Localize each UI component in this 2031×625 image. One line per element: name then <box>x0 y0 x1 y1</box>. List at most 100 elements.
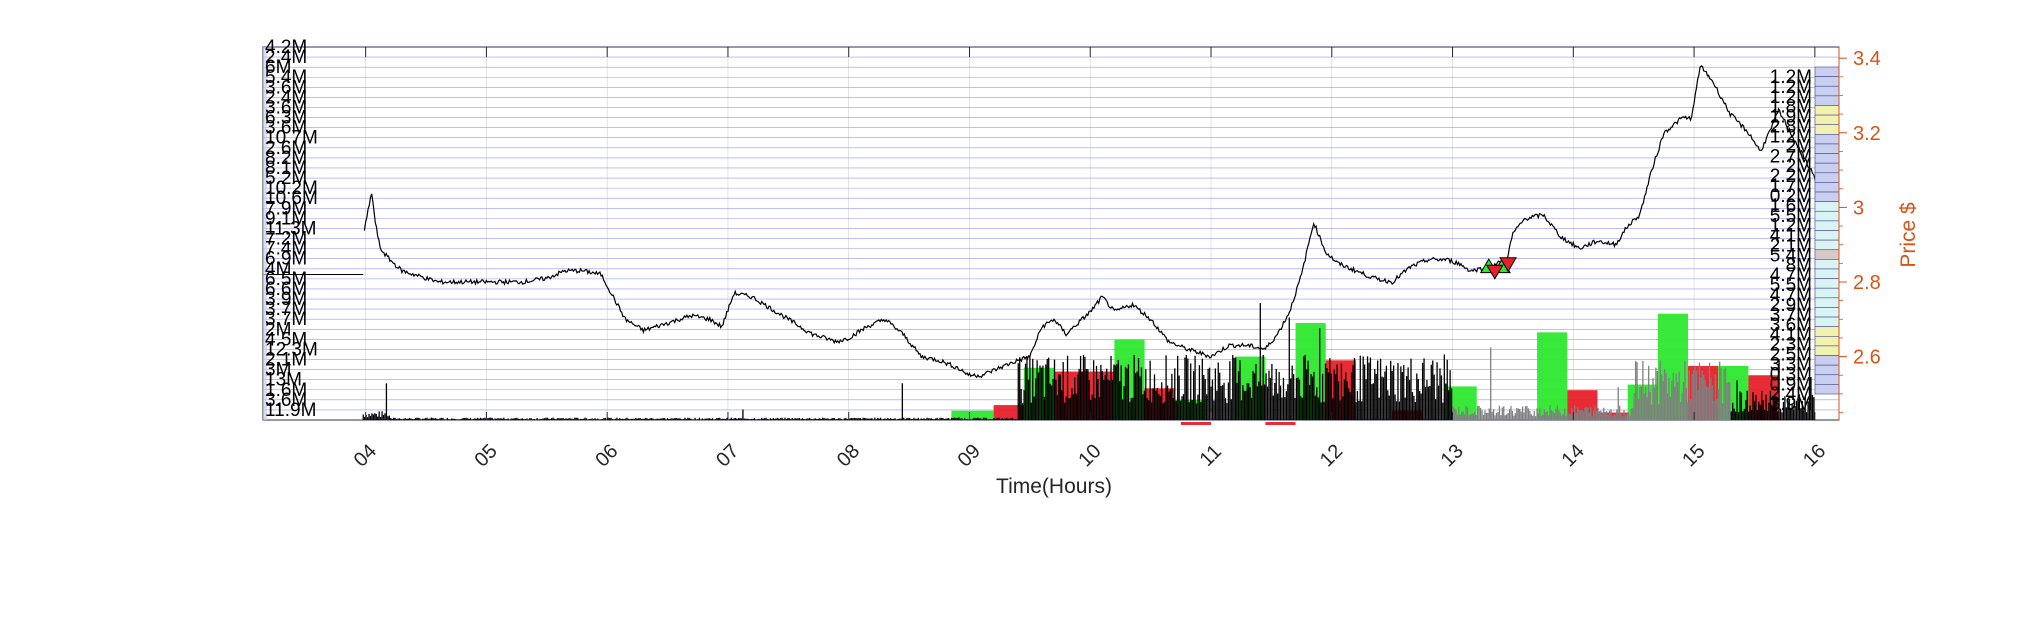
x-axis-label: Time(Hours) <box>996 475 1112 498</box>
left-volume-label: 6.5M <box>265 269 307 290</box>
left-volume-label: 6M <box>265 57 291 78</box>
volume-profile-bar <box>1814 268 1840 279</box>
left-volume-label: 6.3M <box>265 108 307 129</box>
left-volume-profile-bar <box>263 369 267 380</box>
right-volume-label: 1.2M <box>1770 67 1812 88</box>
left-volume-profile-bar <box>263 399 267 410</box>
left-volume-label: 3.6M <box>265 97 307 118</box>
left-volume-profile-bar <box>263 299 267 310</box>
volume-block-green <box>1537 332 1568 420</box>
volume-profile-bar <box>1814 259 1840 270</box>
right-volume-label: 0.2M <box>1770 186 1812 207</box>
right-volume-label: 1.2M <box>1770 126 1812 147</box>
left-volume-label: 3.7M <box>265 299 307 320</box>
volume-profile-bar <box>1814 66 1840 77</box>
left-volume-profile-bar <box>263 238 267 249</box>
left-volume-label: 2M <box>265 319 291 340</box>
volume-profile-bar <box>1814 316 1840 327</box>
left-volume-label: 10.6M <box>265 188 318 209</box>
volume-profile-bar <box>1814 374 1840 385</box>
left-volume-profile-bar <box>263 288 267 300</box>
volume-profile-bar <box>1814 239 1840 251</box>
left-volume-profile-bar <box>263 339 267 350</box>
volume-profile-bar <box>1814 297 1840 308</box>
volume-profile-bar <box>1814 153 1840 164</box>
right-volume-label: 0.9M <box>1770 374 1812 395</box>
right-volume-label: 1.2M <box>1770 77 1812 98</box>
right-volume-label: 3.9M <box>1770 394 1812 415</box>
left-volume-label: 12.3M <box>265 339 318 360</box>
right-volume-label: 2.5M <box>1770 345 1812 366</box>
left-volume-profile-bar <box>263 268 267 279</box>
left-volume-profile-bar <box>263 67 267 78</box>
left-volume-label: 8.1M <box>265 158 307 179</box>
left-volume-label: 7.4M <box>265 239 307 260</box>
right-volume-label: 4.1M <box>1770 325 1812 346</box>
left-volume-profile-bar <box>263 409 267 420</box>
volume-profile-bar <box>1814 143 1840 154</box>
right-volume-label: 1.8M <box>1770 97 1812 118</box>
volume-profile-bar <box>1814 85 1840 97</box>
left-volume-label: 3M <box>265 360 291 381</box>
left-volume-profile-bar <box>263 87 267 98</box>
left-volume-profile-bar <box>263 97 267 108</box>
left-volume-profile-bar <box>263 319 267 330</box>
right-volume-label: 4.1M <box>1770 226 1812 247</box>
left-volume-label: 11.9M <box>265 400 316 421</box>
volume-profile-bar <box>1814 364 1840 376</box>
right-volume-label: 2.3M <box>1770 335 1812 356</box>
left-volume-label: 5.4M <box>265 67 307 88</box>
right-volume-label: 3.7M <box>1770 305 1812 326</box>
left-volume-label: 4.5M <box>265 329 307 350</box>
right-volume-label: 3.6M <box>1770 315 1812 336</box>
right-volume-label: 1.2M <box>1770 87 1812 108</box>
sell-marker <box>1499 257 1517 273</box>
left-volume-label: 6.9M <box>265 249 307 270</box>
left-volume-label: 9.1M <box>265 208 307 229</box>
volume-block-red <box>1180 422 1212 425</box>
right-volume-label: 0.3M <box>1770 364 1812 385</box>
price-tick-label: 3 <box>1853 197 1864 219</box>
left-volume-label: 3.6M <box>265 118 307 139</box>
left-volume-label: 2.6M <box>265 138 307 159</box>
right-volume-label: 2M <box>1786 136 1812 157</box>
volume-block-red <box>1265 422 1296 425</box>
right-volume-label: 2.7M <box>1770 146 1812 167</box>
volume-profile-bar <box>1814 384 1840 395</box>
left-volume-profile-bar <box>263 198 267 209</box>
left-volume-profile-bar <box>263 77 267 88</box>
right-volume-label: 2.2M <box>1770 166 1812 187</box>
volume-block-red <box>993 405 1024 420</box>
right-volume-label: 1.6M <box>1770 196 1812 217</box>
volume-block-green <box>951 410 994 420</box>
left-volume-label: 7.9M <box>265 198 307 219</box>
right-volume-label: 8M <box>1786 255 1812 276</box>
volume-profile-bar <box>1814 249 1840 260</box>
left-volume-label: 7.2M <box>265 229 307 250</box>
left-volume-label: 11.3M <box>265 218 316 239</box>
volume-profile-bar <box>1814 114 1840 126</box>
left-volume-label: 3.6M <box>265 390 307 411</box>
volume-profile-bar <box>1814 182 1840 193</box>
left-volume-profile-bar <box>263 178 267 189</box>
left-volume-profile-bar <box>263 258 267 269</box>
right-volume-label: 5.5M <box>1770 275 1812 296</box>
price-tick-label: 2.6 <box>1853 347 1881 369</box>
price-tick-label: 2.8 <box>1853 272 1881 294</box>
left-volume-profile-bar <box>263 278 267 289</box>
volume-profile-bar <box>1814 355 1840 366</box>
left-volume-label: 1.6M <box>265 380 307 401</box>
left-volume-profile-bar <box>263 248 267 259</box>
left-volume-label: 2.1M <box>265 350 307 371</box>
left-volume-profile-bar <box>263 117 267 128</box>
volume-profile-bar <box>1814 124 1840 135</box>
price-line <box>363 65 1822 379</box>
left-volume-profile-bar <box>263 218 267 229</box>
volume-profile-bar <box>1814 201 1840 212</box>
left-volume-profile-bar <box>263 379 267 390</box>
right-volume-label: 3.3M <box>1770 354 1812 375</box>
right-volume-label: 1.2M <box>1770 216 1812 237</box>
price-tick-label: 3.4 <box>1853 48 1881 70</box>
sell-marker <box>1485 264 1504 280</box>
volume-profile-bar <box>1814 105 1840 116</box>
